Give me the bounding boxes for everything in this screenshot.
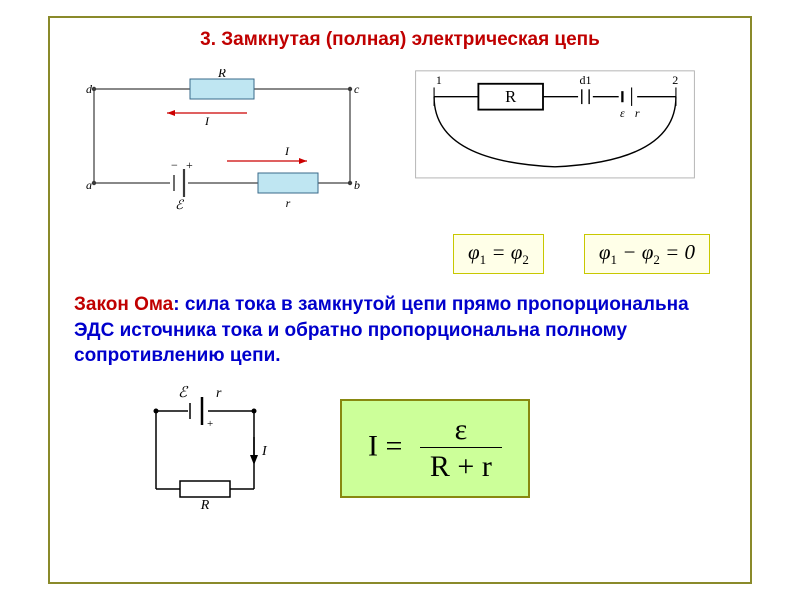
equation-phi-diff: φ1 − φ2 = 0 [584,234,710,274]
svg-text:r: r [216,386,222,401]
bottom-row: + ℰ r R I I = εR + r [50,381,750,516]
circuit-left-svg: R I d c a b − + ℰ r [72,69,372,219]
svg-text:ℰ: ℰ [178,385,189,401]
svg-text:R: R [217,69,226,80]
svg-text:c: c [354,82,360,96]
svg-text:R: R [200,498,210,511]
svg-text:I: I [261,444,268,459]
law-name: Закон Ома [74,294,173,315]
circuit-diagram-left: R I d c a b − + ℰ r [72,69,372,224]
equation-phi-equal: φ1 = φ2 [453,234,544,274]
diagrams-row: R I d c a b − + ℰ r [50,69,750,224]
svg-text:+: + [207,418,213,430]
svg-text:a: a [86,178,92,192]
ohms-law-text: Закон Ома: сила тока в замкнутой цепи пр… [50,284,750,381]
circuit-right-svg: R d1 ε r 1 2 [400,69,710,189]
svg-text:ℰ: ℰ [175,197,184,212]
slide-frame: 3. Замкнутая (полная) электрическая цепь… [48,16,752,584]
equations-row: φ1 = φ2 φ1 − φ2 = 0 [50,224,750,284]
svg-text:r: r [286,196,291,210]
svg-text:I: I [204,114,210,128]
numerator: ε [420,413,502,448]
svg-text:R: R [505,87,517,106]
slide-title: 3. Замкнутая (полная) электрическая цепь [70,28,730,53]
svg-text:1: 1 [436,72,442,86]
svg-text:b: b [354,178,360,192]
svg-text:ε: ε [620,106,625,120]
svg-text:+: + [186,158,193,172]
ohms-law-formula: I = εR + r [340,399,530,498]
denominator: R + r [420,448,502,484]
phi-symbol: φ [468,240,480,264]
svg-text:I: I [284,144,290,158]
svg-text:2: 2 [672,72,678,86]
svg-text:−: − [171,158,178,172]
svg-text:d1: d1 [579,72,591,86]
fraction: εR + r [420,413,502,484]
circuit-diagram-right: R d1 ε r 1 2 [400,69,710,194]
svg-text:r: r [635,106,640,120]
small-circuit: + ℰ r R I [130,381,280,516]
formula-I: I [368,429,378,462]
small-circuit-svg: + ℰ r R I [130,381,280,511]
